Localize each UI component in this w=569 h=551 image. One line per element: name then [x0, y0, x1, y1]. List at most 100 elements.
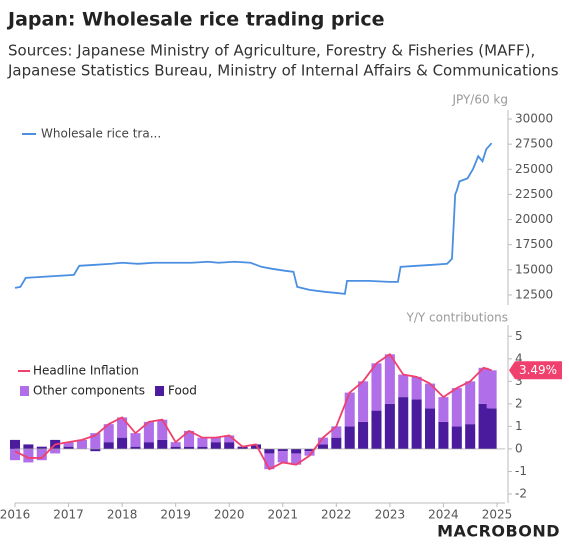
bar — [277, 451, 288, 463]
subtitle: Japanese Statistics Bureau, Ministry of … — [7, 62, 559, 80]
chart-title: Japan: Wholesale rice trading price — [6, 9, 385, 31]
bar — [486, 408, 497, 449]
y-axis-label: JPY/60 kg — [451, 93, 508, 107]
x-tick-label: 2021 — [267, 508, 298, 522]
bar — [170, 442, 181, 447]
bar — [384, 354, 395, 404]
bar — [36, 446, 47, 449]
bar — [90, 433, 101, 449]
bar — [184, 430, 195, 447]
bar — [425, 408, 436, 449]
x-tick-label: 2020 — [214, 508, 245, 522]
logo: MACROBOND — [437, 522, 560, 541]
bar — [143, 421, 154, 443]
bar — [317, 444, 328, 449]
bar — [304, 451, 315, 456]
bar — [486, 370, 497, 409]
line — [14, 142, 493, 295]
y-tick-label: 17500 — [515, 237, 553, 251]
y-tick-label: 25000 — [515, 162, 553, 176]
bar — [465, 424, 476, 449]
x-tick-label: 2016 — [0, 508, 30, 522]
bar — [331, 426, 342, 438]
bar — [291, 453, 302, 465]
bar — [9, 448, 21, 461]
subtitle: Sources: Japanese Ministry of Agricultur… — [8, 42, 535, 60]
bar — [210, 442, 221, 449]
bar — [264, 448, 275, 454]
x-tick-label: 2022 — [321, 508, 352, 522]
x-tick-label: 2023 — [375, 508, 406, 522]
y-tick-label: 0 — [515, 441, 523, 455]
value-badge — [509, 361, 562, 380]
bar — [277, 448, 288, 452]
bar — [250, 444, 262, 449]
bar — [478, 367, 489, 404]
bar — [451, 426, 462, 449]
bar — [304, 448, 315, 452]
bar — [197, 437, 208, 447]
bar — [63, 446, 74, 449]
y-tick-label: 1 — [515, 419, 523, 433]
x-tick-label: 2024 — [428, 508, 459, 522]
bar — [63, 442, 74, 447]
y-axis-label: Y/Y contributions — [406, 311, 509, 325]
bar — [143, 442, 154, 449]
bar — [157, 439, 168, 449]
y-tick-label: 22500 — [515, 187, 553, 201]
bar — [331, 437, 342, 449]
bar — [317, 437, 328, 445]
bar — [438, 421, 449, 449]
bar — [184, 446, 195, 449]
bar — [130, 433, 141, 447]
value-label: 3.49% — [519, 363, 557, 377]
bar — [90, 448, 101, 452]
bar — [224, 435, 235, 443]
y-tick-label: 12500 — [515, 287, 553, 301]
bar — [291, 448, 302, 454]
bar — [117, 437, 128, 449]
bar — [371, 410, 382, 449]
bar — [358, 381, 369, 422]
bar — [438, 397, 449, 422]
x-tick-label: 2018 — [107, 508, 138, 522]
legend-label: Other components — [33, 384, 145, 398]
bar — [398, 397, 409, 449]
y-tick-label: 5 — [515, 329, 523, 343]
bar — [9, 439, 21, 449]
legend-label: Food — [168, 384, 197, 398]
bar — [465, 381, 476, 425]
bar — [371, 363, 382, 411]
y-tick-label: 2 — [515, 396, 523, 410]
bar — [264, 453, 275, 470]
bar — [170, 446, 181, 449]
line — [14, 353, 492, 471]
bar — [384, 403, 395, 449]
legend-swatch — [155, 386, 165, 396]
y-tick-label: 30000 — [515, 112, 553, 126]
bar — [451, 388, 462, 427]
bar — [197, 446, 208, 449]
bar — [23, 444, 34, 449]
bar — [425, 383, 436, 409]
y-tick-label: 27500 — [515, 137, 553, 151]
bar — [411, 399, 422, 449]
bar — [103, 424, 114, 443]
bar — [224, 442, 235, 449]
x-tick-label: 2019 — [160, 508, 191, 522]
bar — [344, 426, 355, 449]
bar — [117, 417, 128, 438]
bar — [103, 442, 114, 449]
y-tick-label: 20000 — [515, 212, 553, 226]
bar — [130, 446, 141, 449]
bar — [36, 448, 47, 461]
y-tick-label: 4 — [515, 351, 523, 365]
bar — [210, 437, 221, 443]
x-tick-label: 2025 — [482, 508, 513, 522]
legend-label: Headline Inflation — [33, 364, 139, 378]
bar — [478, 403, 489, 449]
bar — [358, 421, 369, 449]
legend-label: Wholesale rice tra... — [41, 127, 161, 141]
bar — [23, 448, 34, 463]
